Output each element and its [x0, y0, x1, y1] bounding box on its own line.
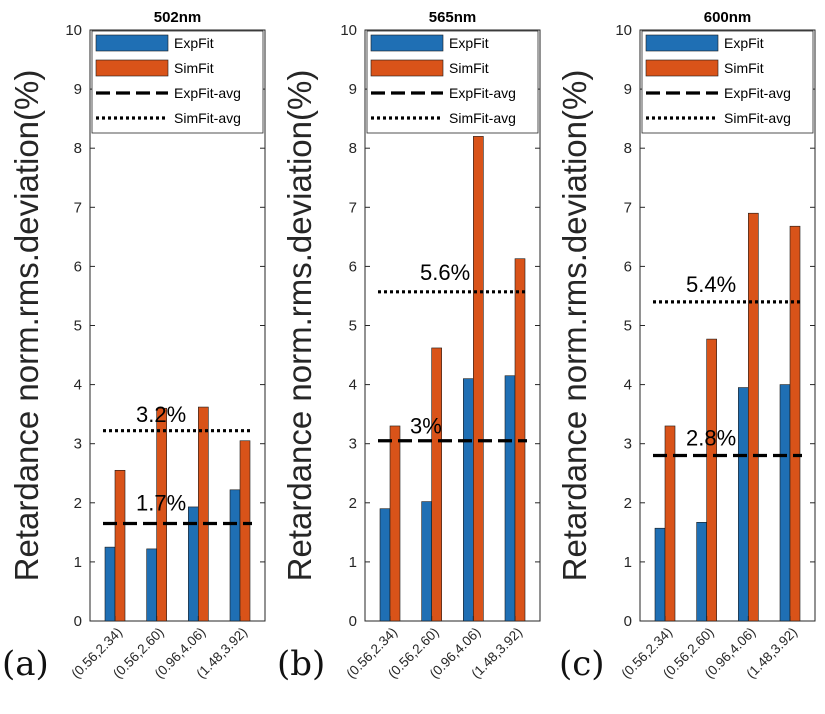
- legend-label: SimFit: [449, 60, 489, 76]
- y-tick-label: 10: [615, 22, 632, 39]
- y-tick-label: 0: [624, 613, 632, 630]
- legend-swatch: [645, 34, 719, 52]
- bar-simfit: [114, 469, 126, 622]
- y-tick-label: 5: [349, 318, 357, 335]
- panel-label: (c): [559, 644, 605, 684]
- panel-label: (a): [2, 644, 49, 684]
- bar-expfit: [229, 489, 241, 622]
- y-tick-label: 7: [624, 199, 632, 216]
- chart-title: 502nm: [154, 9, 202, 26]
- avg-annotation: 5.6%: [420, 260, 470, 285]
- bar-expfit: [654, 527, 666, 622]
- y-tick-label: 5: [74, 318, 82, 335]
- legend-label: SimFit: [724, 60, 764, 76]
- avg-annotation: 3.2%: [136, 402, 186, 427]
- bar-simfit: [473, 136, 484, 622]
- legend-label: SimFit: [174, 60, 214, 76]
- y-tick-label: 6: [74, 258, 82, 275]
- legend-label: SimFit-avg: [174, 110, 241, 126]
- bar-simfit: [664, 425, 676, 622]
- y-tick-label: 3: [624, 436, 632, 453]
- avg-annotation: 1.7%: [136, 491, 186, 516]
- chart-title: 600nm: [704, 9, 752, 26]
- y-axis-label: Retardance norm.rms.deviation(%): [8, 70, 45, 582]
- bar-expfit: [504, 375, 516, 622]
- bar-simfit: [748, 212, 759, 622]
- y-tick-label: 6: [624, 258, 632, 275]
- bar-expfit: [738, 387, 749, 622]
- legend-label: SimFit-avg: [724, 110, 791, 126]
- legend-label: ExpFit: [724, 35, 764, 51]
- bar-simfit: [239, 440, 251, 622]
- legend-swatch: [370, 59, 444, 77]
- chart-panel-2: 565nm012345678910(0.56,2.34)(0.56,2.60)(…: [277, 9, 541, 684]
- bar-expfit: [463, 378, 474, 622]
- y-tick-label: 6: [349, 258, 357, 275]
- bar-expfit: [779, 384, 791, 622]
- bar-simfit: [706, 338, 717, 622]
- bar-simfit: [198, 406, 209, 622]
- legend-label: ExpFit-avg: [724, 85, 791, 101]
- bar-simfit: [431, 347, 442, 622]
- y-tick-label: 3: [349, 436, 357, 453]
- y-tick-label: 10: [65, 22, 82, 39]
- chart-panel-3: 600nm012345678910(0.56,2.34)(0.56,2.60)(…: [556, 9, 816, 684]
- y-tick-label: 2: [624, 495, 632, 512]
- y-tick-label: 8: [349, 140, 357, 157]
- y-tick-label: 9: [74, 81, 82, 98]
- y-tick-label: 8: [624, 140, 632, 157]
- legend-label: ExpFit: [449, 35, 489, 51]
- y-tick-label: 0: [349, 613, 357, 630]
- bar-simfit: [789, 225, 801, 622]
- avg-annotation: 3%: [410, 414, 442, 439]
- legend-label: ExpFit: [174, 35, 214, 51]
- bar-simfit: [389, 425, 401, 622]
- y-tick-label: 0: [74, 613, 82, 630]
- y-tick-label: 1: [349, 554, 357, 571]
- bar-expfit: [146, 548, 157, 622]
- legend-swatch: [95, 59, 169, 77]
- legend-swatch: [370, 34, 444, 52]
- y-tick-label: 10: [340, 22, 357, 39]
- avg-annotation: 2.8%: [686, 426, 736, 451]
- y-axis-label: Retardance norm.rms.deviation(%): [281, 70, 318, 582]
- y-tick-label: 8: [74, 140, 82, 157]
- avg-annotation: 5.4%: [686, 272, 736, 297]
- y-tick-label: 7: [74, 199, 82, 216]
- y-tick-label: 1: [624, 554, 632, 571]
- chart-panel-1: 502nm012345678910(0.56,2.34)(0.56,2.60)(…: [2, 9, 266, 684]
- y-tick-label: 7: [349, 199, 357, 216]
- legend-label: SimFit-avg: [449, 110, 516, 126]
- y-tick-label: 9: [349, 81, 357, 98]
- legend-swatch: [95, 34, 169, 52]
- y-tick-label: 4: [74, 377, 82, 394]
- bar-expfit: [104, 546, 116, 622]
- legend-label: ExpFit-avg: [174, 85, 241, 101]
- chart-title: 565nm: [429, 9, 477, 26]
- legend-swatch: [645, 59, 719, 77]
- y-tick-label: 2: [349, 495, 357, 512]
- y-tick-label: 5: [624, 318, 632, 335]
- y-axis-label: Retardance norm.rms.deviation(%): [556, 70, 593, 582]
- y-tick-label: 9: [624, 81, 632, 98]
- bar-expfit: [421, 501, 432, 622]
- y-tick-label: 4: [624, 377, 632, 394]
- y-tick-label: 4: [349, 377, 357, 394]
- y-tick-label: 3: [74, 436, 82, 453]
- legend-label: ExpFit-avg: [449, 85, 516, 101]
- y-tick-label: 1: [74, 554, 82, 571]
- panel-label: (b): [277, 644, 325, 684]
- bar-expfit: [379, 508, 391, 622]
- bar-simfit: [156, 407, 167, 622]
- bar-expfit: [696, 522, 707, 622]
- y-tick-label: 2: [74, 495, 82, 512]
